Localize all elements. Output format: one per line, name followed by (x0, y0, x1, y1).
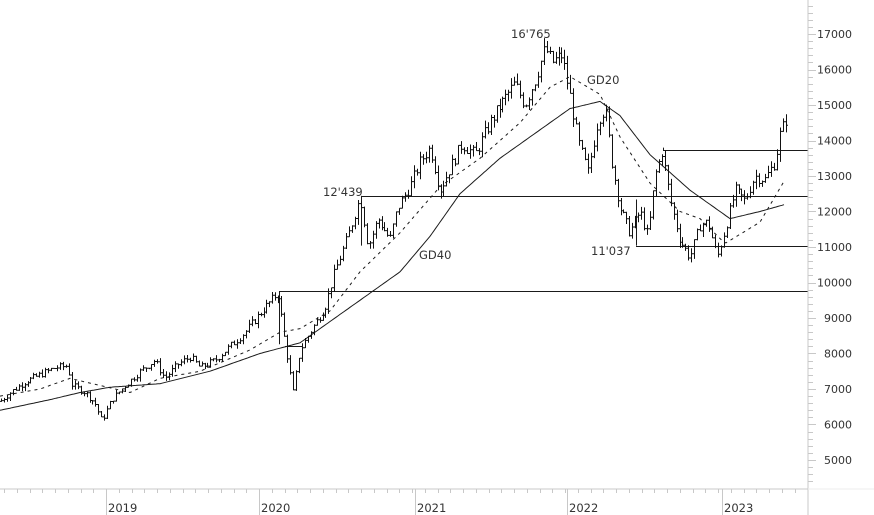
chart-annotation: 16'765 (511, 27, 551, 41)
chart-annotation: GD40 (419, 248, 451, 262)
y-tick-label: 10000 (817, 277, 852, 290)
x-tick-label: 2023 (724, 501, 753, 515)
y-tick-label: 9000 (824, 312, 852, 325)
x-tick-label: 2021 (417, 501, 446, 515)
x-axis: 2019 2020 2021 2022 2023 (4, 489, 796, 515)
y-tick-label: 14000 (817, 135, 852, 148)
y-tick-label: 5000 (824, 454, 852, 467)
moving-averages (0, 76, 785, 411)
x-tick-label: 2020 (261, 501, 290, 515)
y-tick-label: 12000 (817, 206, 852, 219)
y-tick-label: 13000 (817, 170, 852, 183)
y-tick-label: 6000 (824, 419, 852, 432)
x-tick-label: 2019 (108, 501, 137, 515)
y-tick-label: 15000 (817, 99, 852, 112)
gd20-line (0, 76, 785, 397)
chart-annotation: GD20 (587, 73, 619, 87)
annotations: 16'765 GD20 12'439 GD40 11'037 (323, 27, 631, 262)
y-tick-label: 17000 (817, 28, 852, 41)
y-tick-label: 8000 (824, 348, 852, 361)
y-tick-label: 11000 (817, 241, 852, 254)
gd40-line (0, 100, 785, 411)
x-tick-label: 2022 (569, 501, 598, 515)
chart-annotation: 11'037 (591, 244, 631, 258)
y-tick-label: 16000 (817, 64, 852, 77)
chart-annotation: 12'439 (323, 185, 363, 199)
ohlc-bars (0, 38, 788, 421)
y-tick-label: 7000 (824, 383, 852, 396)
price-bars (0, 38, 788, 421)
